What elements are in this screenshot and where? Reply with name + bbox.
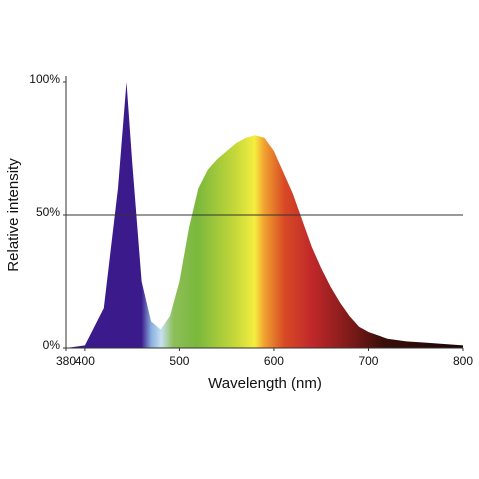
y-tick-label: 0% [43, 338, 61, 352]
y-tick-label: 50% [36, 205, 60, 219]
x-tick-label: 500 [169, 354, 189, 368]
x-tick-label: 700 [358, 354, 378, 368]
x-axis-title: Wavelength (nm) [208, 375, 322, 392]
x-tick-label: 380 [56, 354, 76, 368]
x-tick-label: 400 [75, 354, 95, 368]
x-tick-label: 600 [264, 354, 284, 368]
y-tick-label: 100% [29, 72, 60, 86]
y-axis-title: Relative intensity [5, 158, 22, 272]
x-tick-label: 800 [453, 354, 473, 368]
